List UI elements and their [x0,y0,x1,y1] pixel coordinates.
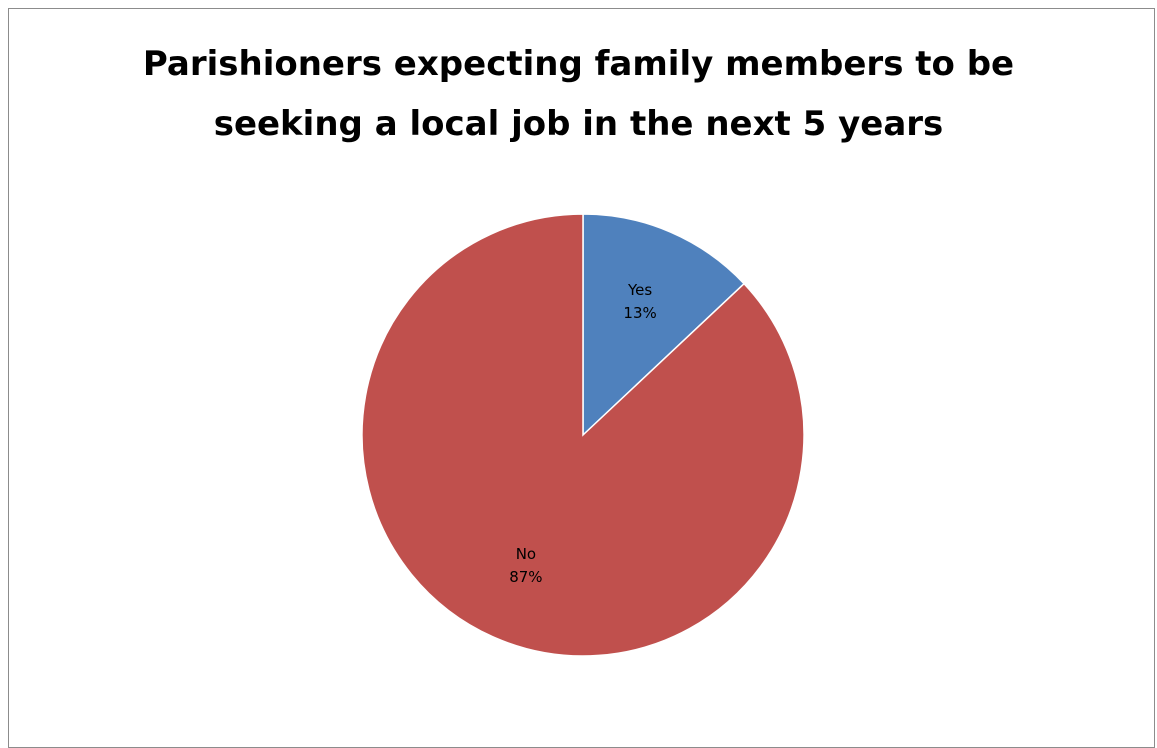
pie-data-labels: Yes 13% No 87% [509,281,657,586]
chart-title-line-1: Parishioners expecting family members to… [142,44,1015,84]
pie-slice-yes [582,213,746,437]
data-label-yes: Yes 13% [623,281,656,322]
data-label-percent: 87% [509,568,542,586]
data-label-no: No 87% [509,545,542,586]
chart-title: Parishioners expecting family members to… [0,34,1157,154]
pie-slices [361,213,805,657]
data-label-category: Yes [627,281,652,299]
pie-slice-no [361,213,805,657]
data-label-category: No [516,545,536,563]
pie-chart: Yes 13% No 87% [361,213,805,657]
chart-title-line-2: seeking a local job in the next 5 years [213,104,944,144]
data-label-percent: 13% [623,304,656,322]
